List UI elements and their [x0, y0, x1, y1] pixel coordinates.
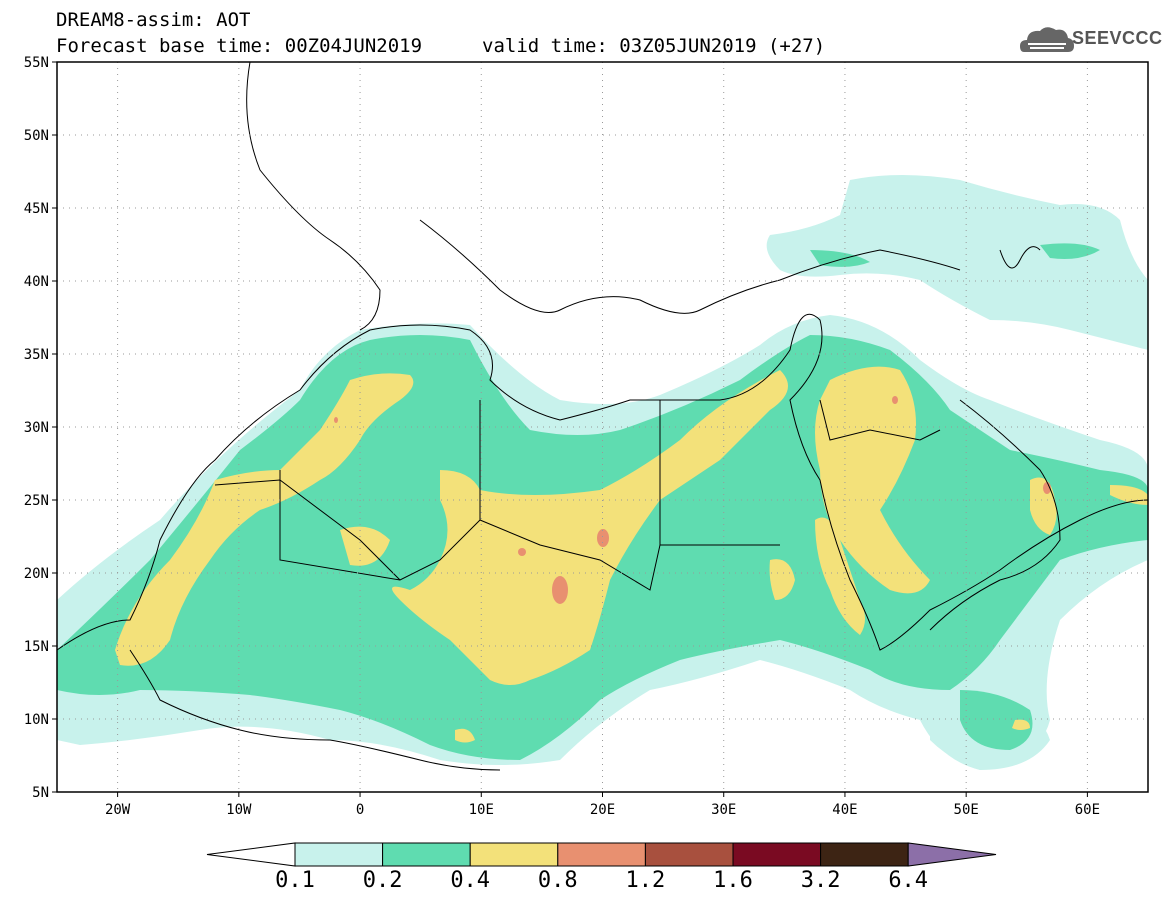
- lon-tick-label: 20W: [105, 802, 131, 818]
- colorbar-swatch: [294, 842, 384, 867]
- colorbar-label: 6.4: [888, 868, 929, 893]
- lat-tick-label: 10N: [24, 712, 49, 728]
- lon-tick-label: 10W: [226, 802, 252, 818]
- colorbar-swatch: [732, 842, 822, 867]
- latitude-labels: 55N 50N 45N 40N 35N 30N 25N 20N 15N 10N 5N: [24, 55, 49, 801]
- lat-tick-label: 35N: [24, 347, 49, 363]
- valid-time: valid time: 03Z05JUN2019 (+27): [482, 35, 826, 57]
- lon-tick-label: 30E: [711, 802, 736, 818]
- lat-tick-label: 15N: [24, 639, 49, 655]
- colorbar-swatch: [382, 842, 471, 867]
- lat-tick-label: 45N: [24, 201, 49, 217]
- lon-tick-label: 0: [356, 802, 364, 818]
- colorbar-swatch: [557, 842, 646, 867]
- lon-tick-label: 60E: [1075, 802, 1100, 818]
- lat-tick-label: 30N: [24, 420, 49, 436]
- lon-tick-label: 10E: [469, 802, 494, 818]
- longitude-labels: 20W 10W 0 10E 20E 30E 40E 50E 60E: [105, 802, 1100, 818]
- colorbar-under-arrow: [206, 842, 296, 867]
- lat-tick-label: 40N: [24, 274, 49, 290]
- colorbar-label: 0.2: [362, 868, 403, 893]
- coastlines: [57, 62, 1148, 771]
- colorbar-over-arrow: [907, 842, 997, 867]
- lat-tick-label: 20N: [24, 566, 49, 582]
- colorbar-label: 0.8: [537, 868, 578, 893]
- aot-contour-0.4: [115, 366, 1148, 743]
- lat-tick-label: 5N: [32, 785, 49, 801]
- axis-ticks: [52, 61, 1088, 797]
- colorbar-swatch: [644, 842, 734, 867]
- lon-tick-label: 40E: [832, 802, 857, 818]
- lat-tick-label: 55N: [24, 55, 49, 71]
- colorbar-label: 0.4: [450, 868, 491, 893]
- forecast-base-time: Forecast base time: 00Z04JUN2019: [56, 35, 423, 57]
- colorbar-label: 1.6: [713, 868, 753, 893]
- colorbar-label: 3.2: [800, 868, 841, 893]
- colorbar-swatch: [820, 842, 909, 867]
- colorbar: [206, 842, 997, 867]
- lat-tick-label: 25N: [24, 493, 49, 509]
- chart-title: DREAM8-assim: AOT: [56, 9, 251, 31]
- logo-text: SEEVCCC: [1072, 28, 1163, 48]
- colorbar-label: 0.1: [275, 868, 315, 893]
- lon-tick-label: 50E: [954, 802, 979, 818]
- lon-tick-label: 20E: [590, 802, 615, 818]
- colorbar-swatch: [469, 842, 559, 867]
- colorbar-label: 1.2: [625, 868, 666, 893]
- cloud-logo-icon: [1020, 27, 1074, 52]
- lat-tick-label: 50N: [24, 128, 49, 144]
